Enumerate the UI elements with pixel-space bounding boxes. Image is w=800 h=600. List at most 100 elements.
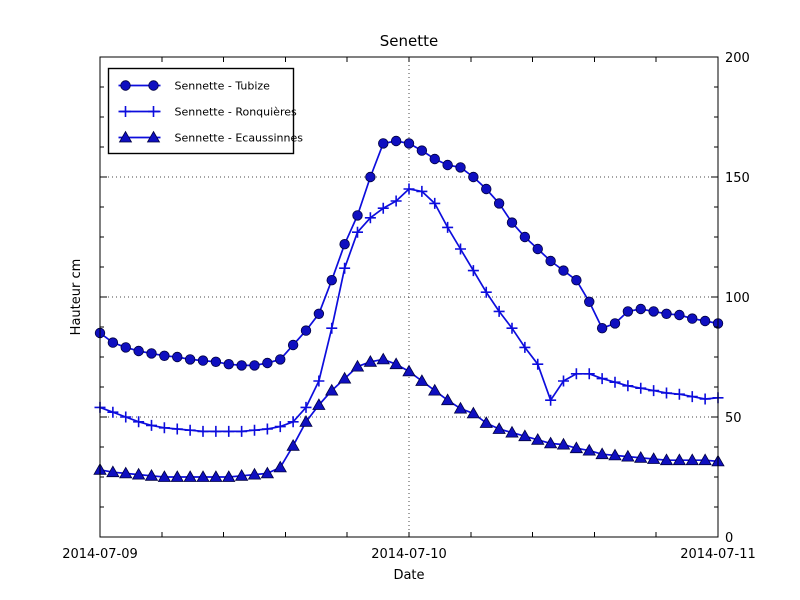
data-point-triangle	[247, 467, 262, 480]
data-point-plus	[403, 183, 415, 195]
data-point-triangle	[209, 470, 223, 482]
data-point-triangle	[144, 468, 159, 481]
data-point-circle	[635, 303, 646, 315]
data-point-plus	[158, 422, 170, 434]
data-point-plus	[313, 375, 325, 387]
data-point-triangle	[659, 453, 674, 466]
data-point-triangle	[608, 448, 622, 461]
data-point-plus	[673, 388, 685, 400]
data-point-triangle	[518, 429, 532, 442]
data-point-triangle	[222, 470, 236, 482]
data-point-triangle	[260, 466, 275, 479]
data-point-triangle	[466, 406, 481, 419]
data-point-plus	[184, 424, 196, 436]
data-point-circle	[506, 217, 518, 228]
data-point-triangle	[299, 414, 313, 427]
y-axis-label: Hauteur cm	[69, 259, 84, 336]
data-point-circle	[107, 337, 119, 348]
x-tick-label: 2014-07-11	[680, 547, 756, 562]
data-point-triangle	[131, 467, 146, 480]
data-point-circle	[493, 198, 505, 209]
data-point-plus	[274, 421, 286, 433]
data-point-triangle	[646, 452, 661, 464]
data-point-triangle	[337, 371, 352, 384]
y-tick-label: 50	[725, 411, 742, 426]
data-point-triangle	[428, 383, 442, 396]
data-point-circle	[390, 135, 402, 147]
data-point-plus	[609, 376, 621, 388]
data-point-triangle	[196, 470, 210, 482]
data-point-plus	[249, 424, 260, 436]
data-point-plus	[596, 373, 608, 385]
data-point-plus	[467, 265, 479, 277]
data-point-plus	[442, 221, 454, 233]
data-point-triangle	[106, 465, 120, 478]
data-point-triangle	[634, 450, 648, 463]
data-point-circle	[148, 80, 159, 91]
data-point-circle	[300, 325, 312, 336]
data-point-plus	[429, 197, 441, 209]
data-point-circle	[352, 210, 363, 221]
data-point-triangle	[376, 352, 390, 365]
data-point-circle	[275, 354, 286, 365]
data-point-triangle	[685, 453, 699, 466]
data-point-circle	[609, 318, 621, 329]
data-point-circle	[661, 308, 672, 320]
data-point-triangle	[453, 401, 468, 414]
data-point-plus	[635, 382, 647, 394]
data-point-plus	[120, 411, 132, 423]
data-point-plus	[146, 419, 157, 431]
data-point-plus	[339, 262, 351, 274]
data-point-circle	[287, 339, 299, 351]
data-point-circle	[184, 354, 196, 365]
data-point-plus	[133, 416, 145, 428]
data-point-triangle	[286, 438, 300, 451]
data-point-circle	[455, 162, 466, 173]
data-point-triangle	[389, 357, 403, 370]
data-point-circle	[596, 323, 608, 334]
data-point-plus	[197, 425, 209, 437]
data-point-triangle	[146, 130, 161, 143]
data-point-triangle	[492, 422, 506, 434]
data-point-plus	[493, 305, 505, 317]
data-point-circle	[481, 183, 492, 195]
data-point-circle	[197, 355, 209, 366]
data-point-plus	[480, 286, 492, 298]
data-point-triangle	[569, 441, 584, 454]
data-point-circle	[378, 138, 389, 149]
data-point-triangle	[543, 436, 558, 449]
data-point-plus	[545, 394, 557, 406]
data-point-circle	[262, 357, 273, 369]
data-point-triangle	[698, 453, 712, 466]
data-point-circle	[223, 359, 234, 370]
data-point-circle	[133, 345, 144, 357]
x-tick-label: 2014-07-10	[371, 547, 447, 562]
data-point-triangle	[672, 453, 687, 466]
data-point-plus	[455, 243, 466, 255]
legend-label: Sennette - Ronquières	[175, 106, 297, 119]
data-point-triangle	[479, 416, 493, 428]
data-point-circle	[159, 350, 170, 362]
data-point-plus	[326, 322, 338, 334]
y-tick-label: 150	[725, 171, 750, 186]
data-point-plus	[210, 425, 222, 437]
data-point-plus	[506, 322, 518, 334]
data-point-plus	[622, 380, 634, 392]
data-point-triangle	[595, 447, 609, 460]
data-point-circle	[236, 360, 247, 371]
data-point-plus	[171, 423, 183, 435]
chart-title: Senette	[380, 32, 438, 50]
data-point-circle	[120, 342, 131, 353]
data-point-plus	[661, 387, 672, 399]
data-point-triangle	[312, 398, 326, 410]
data-point-circle	[146, 348, 157, 359]
series-plus	[94, 183, 724, 437]
data-point-triangle	[440, 393, 455, 406]
data-point-circle	[326, 275, 337, 286]
data-point-circle	[674, 309, 685, 321]
data-point-circle	[532, 243, 543, 255]
gridlines	[100, 57, 718, 537]
data-point-plus	[148, 106, 159, 117]
data-point-circle	[403, 138, 415, 149]
